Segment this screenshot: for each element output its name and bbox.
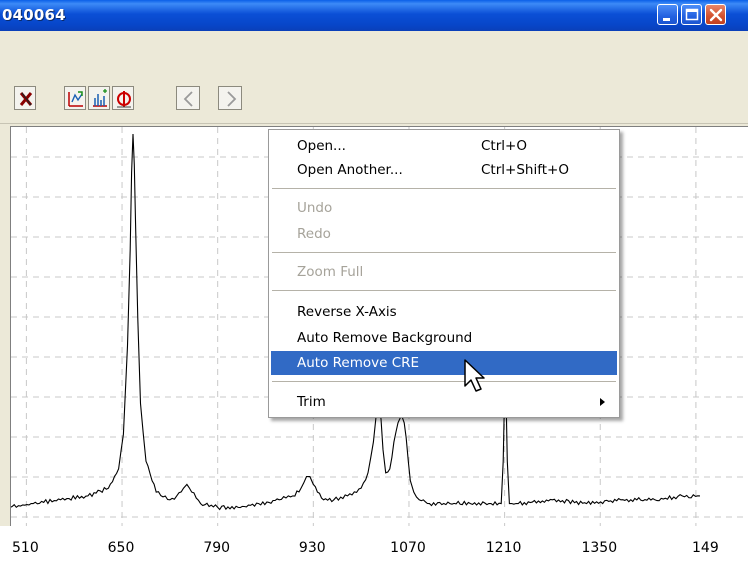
delete-x-icon[interactable]: [14, 86, 36, 110]
title-bar: 040064: [0, 0, 748, 31]
menu-item-label: Zoom Full: [297, 264, 364, 280]
menu-item-label: Reverse X-Axis: [297, 304, 397, 320]
spectrum-series-line: [9, 133, 701, 511]
menu-item-auto-remove-background[interactable]: Auto Remove Background: [271, 326, 617, 350]
x-tick-label: 1350: [581, 540, 618, 556]
menu-separator: [272, 188, 616, 189]
menu-item-trim[interactable]: Trim: [271, 390, 617, 414]
x-tick-label: 930: [298, 540, 326, 556]
window-title: 040064: [2, 6, 66, 24]
menu-item-label: Redo: [297, 226, 331, 242]
menu-item-undo: Undo: [271, 196, 617, 220]
maximize-icon[interactable]: [681, 4, 702, 25]
menu-item-zoom-full: Zoom Full: [271, 260, 617, 284]
x-axis: [0, 526, 748, 566]
x-tick-label: 510: [12, 540, 39, 556]
menu-item-shortcut: Ctrl+O: [481, 138, 527, 154]
peak-pick-icon[interactable]: [88, 86, 110, 110]
x-tick-label: 149: [692, 540, 719, 556]
minimize-icon[interactable]: [657, 4, 678, 25]
menu-item-label: Open...: [297, 138, 346, 154]
menu-item-label: Open Another...: [297, 162, 403, 178]
menu-item-open[interactable]: Open... Ctrl+O: [271, 134, 617, 158]
x-tick-label: 1210: [485, 540, 522, 556]
menu-item-label: Trim: [297, 394, 326, 410]
x-tick-label: 1070: [390, 540, 426, 556]
x-tick-label: 650: [107, 540, 135, 556]
menu-item-open-another[interactable]: Open Another... Ctrl+Shift+O: [271, 158, 617, 182]
toolbar-bottom-divider: [0, 123, 748, 124]
forward-arrow-icon[interactable]: [218, 86, 242, 110]
x-tick-label: 790: [203, 540, 231, 556]
auto-background-icon[interactable]: [64, 86, 86, 110]
close-icon[interactable]: [705, 4, 726, 25]
context-menu: Open... Ctrl+O Open Another... Ctrl+Shif…: [268, 129, 620, 418]
menu-separator: [272, 290, 616, 291]
menu-item-label: Auto Remove Background: [297, 330, 473, 346]
menu-item-reverse-x-axis[interactable]: Reverse X-Axis: [271, 300, 617, 324]
menu-item-auto-remove-cre[interactable]: Auto Remove CRE: [271, 351, 617, 375]
menu-bar: [0, 31, 748, 73]
mouse-pointer-icon: [464, 359, 485, 392]
submenu-arrow-icon: [600, 398, 605, 406]
menu-separator: [272, 252, 616, 253]
spectrum-plot[interactable]: [9, 126, 748, 527]
menu-separator: [272, 381, 616, 382]
menu-item-redo: Redo: [271, 222, 617, 246]
remove-cre-icon[interactable]: [112, 86, 134, 110]
menu-item-shortcut: Ctrl+Shift+O: [481, 162, 569, 178]
menu-item-label: Auto Remove CRE: [297, 355, 420, 371]
menu-item-label: Undo: [297, 200, 333, 216]
back-arrow-icon[interactable]: [176, 86, 200, 110]
